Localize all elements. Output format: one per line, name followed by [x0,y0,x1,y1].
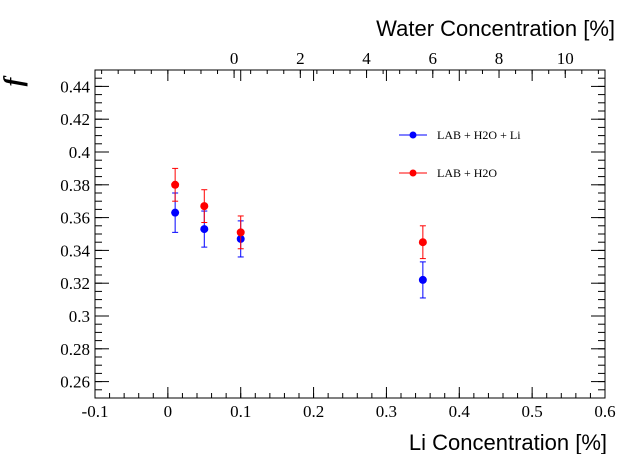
x-tick-label: 0 [164,402,173,421]
x-tick-label: 0.5 [522,402,543,421]
legend-swatch-marker [409,169,417,177]
y-tick-label: 0.34 [60,241,90,260]
y-tick-label: 0.42 [60,110,90,129]
x-tick-label: 0.1 [230,402,251,421]
y-tick-label: 0.36 [60,209,90,228]
x2-axis-title: Water Concentration [%] [376,16,615,41]
data-point [236,228,245,237]
data-point [200,225,209,234]
y-tick-label: 0.28 [60,340,90,359]
data-point [200,202,209,211]
x2-tick-label: 6 [429,49,438,68]
y-tick-label: 0.26 [60,373,90,392]
x2-tick-label: 0 [230,49,239,68]
plot-frame [94,69,606,399]
x-tick-label: 0.2 [303,402,324,421]
data-point [418,275,427,284]
x-tick-label: 0.4 [449,402,471,421]
y-axis-title: f [0,75,28,86]
axis-ticks: -0.1 0 0.1 0.2 0.3 0.4 0.5 0.6 0 2 4 6 8 10 0.26 0.28 0.… [60,49,615,421]
x2-tick-label: 2 [296,49,305,68]
x-tick-label: 0.3 [376,402,397,421]
data-point [418,238,427,247]
data-marks [171,167,427,299]
legend-label: LAB + H2O [437,166,497,180]
legend: LAB + H2O + Li LAB + H2O [399,128,521,180]
data-point [171,208,180,217]
x-axis-title: Li Concentration [%] [409,430,607,454]
y-tick-label: 0.38 [60,176,90,195]
x2-tick-label: 8 [495,49,504,68]
y-tick-label: 0.32 [60,274,90,293]
y-tick-label: 0.4 [69,143,91,162]
x2-tick-label: 4 [362,49,371,68]
legend-label: LAB + H2O + Li [437,128,521,142]
legend-swatch-marker [409,131,417,139]
y-tick-label: 0.44 [60,77,90,96]
x-tick-label: 0.6 [594,402,615,421]
y-tick-label: 0.3 [69,307,90,326]
x2-tick-label: 10 [557,49,574,68]
x-tick-label: -0.1 [82,402,109,421]
data-point [171,180,180,189]
